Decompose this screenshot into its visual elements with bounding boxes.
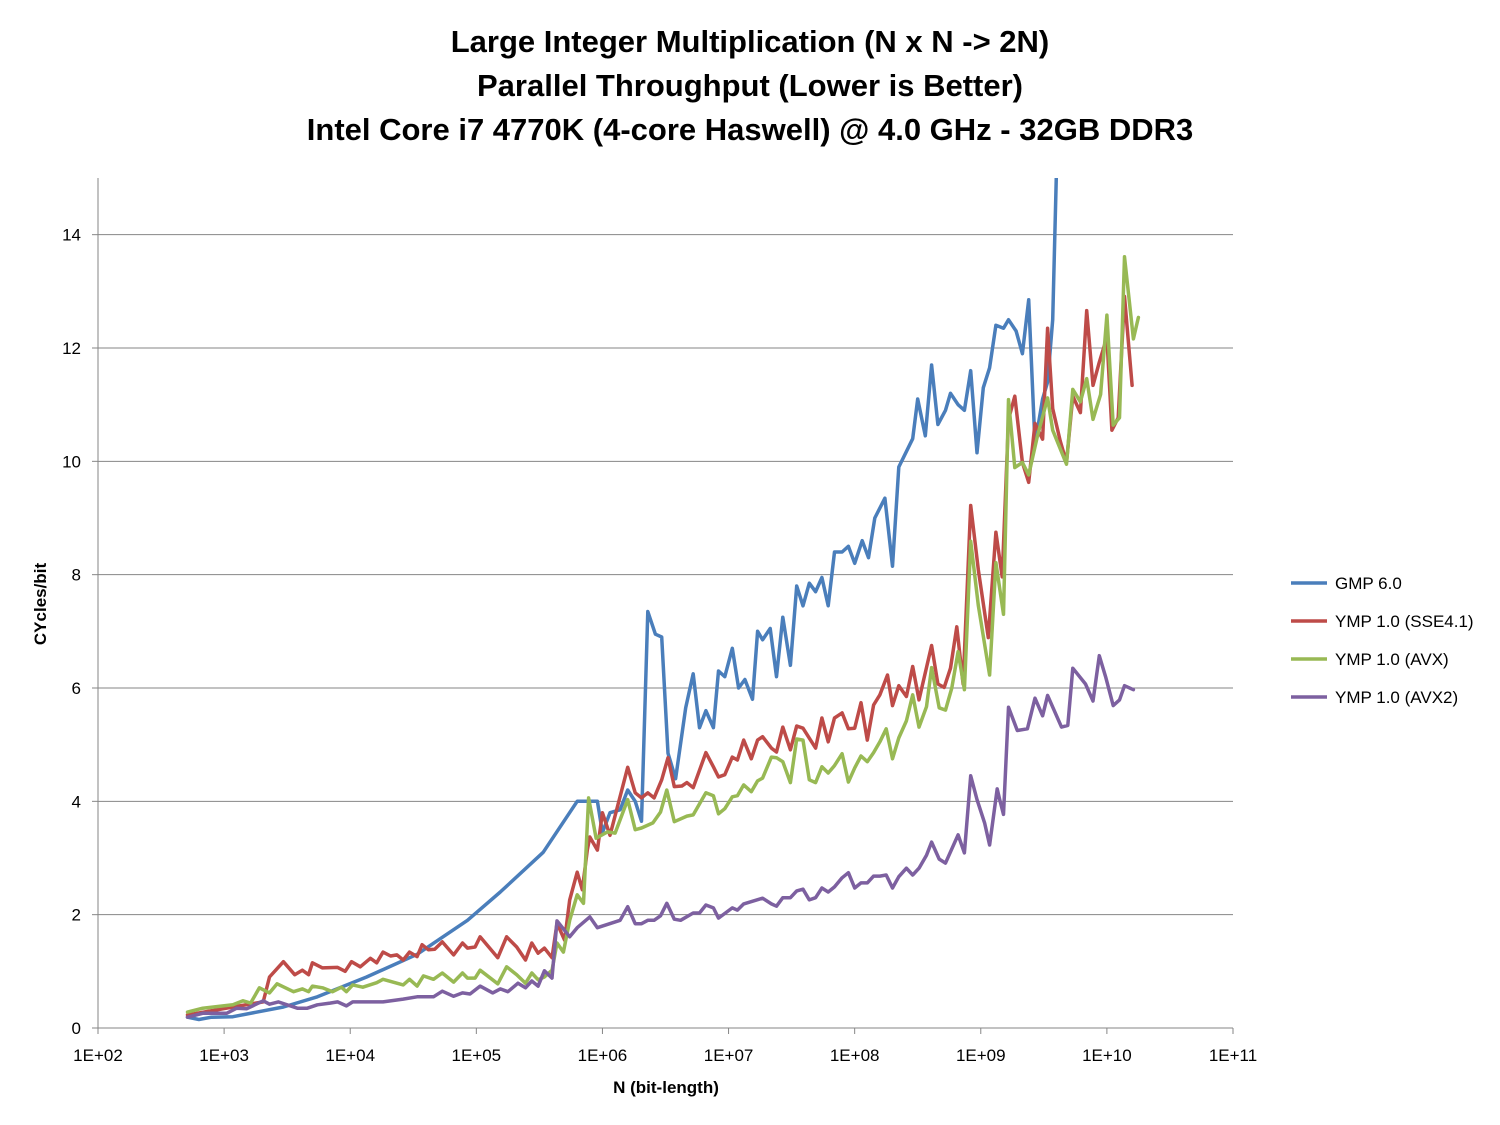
x-tick-label: 1E+09	[956, 1046, 1006, 1065]
legend-label: GMP 6.0	[1335, 574, 1402, 593]
x-tick-label: 1E+03	[199, 1046, 249, 1065]
legend-label: YMP 1.0 (AVX2)	[1335, 688, 1458, 707]
x-tick-label: 1E+06	[578, 1046, 628, 1065]
chart-title-line-3: Intel Core i7 4770K (4-core Haswell) @ 4…	[306, 112, 1194, 147]
x-axis-tick-labels: 1E+02 1E+03 1E+04 1E+05 1E+06 1E+07 1E+08 1E+09…	[73, 1046, 1257, 1065]
y-tick-label: 4	[72, 792, 81, 811]
legend-label: YMP 1.0 (AVX)	[1335, 650, 1449, 669]
legend-item: YMP 1.0 (AVX2)	[1291, 688, 1458, 707]
x-tick-label: 1E+08	[830, 1046, 880, 1065]
y-axis-title: CYcles/bit	[31, 563, 50, 646]
legend-label: YMP 1.0 (SSE4.1)	[1335, 612, 1474, 631]
y-tick-label: 6	[72, 679, 81, 698]
y-tick-label: 14	[62, 226, 81, 245]
x-tick-label: 1E+04	[325, 1046, 375, 1065]
series-lines	[185, 178, 1141, 1022]
y-axis-tick-labels: 0 2 4 6 8 10 12 14	[62, 226, 81, 1038]
series-line-3	[185, 653, 1136, 1019]
chart-title: Large Integer Multiplication (N x N -> 2…	[0, 20, 1500, 152]
series-line-0	[185, 178, 1059, 1022]
legend: GMP 6.0 YMP 1.0 (SSE4.1) YMP 1.0 (AVX) YMP …	[1291, 574, 1474, 707]
series-line-2	[185, 255, 1141, 1014]
legend-item: YMP 1.0 (SSE4.1)	[1291, 612, 1474, 631]
y-tick-label: 0	[72, 1019, 81, 1038]
y-tick-label: 2	[72, 906, 81, 925]
x-tick-label: 1E+05	[452, 1046, 502, 1065]
chart-title-line-1: Large Integer Multiplication (N x N -> 2…	[450, 24, 1050, 59]
y-tick-label: 8	[72, 566, 81, 585]
x-tick-label: 1E+10	[1082, 1046, 1132, 1065]
legend-item: GMP 6.0	[1291, 574, 1402, 593]
y-tick-label: 12	[62, 339, 81, 358]
y-tick-label: 10	[62, 452, 81, 471]
legend-item: YMP 1.0 (AVX)	[1291, 650, 1449, 669]
x-tick-label: 1E+02	[73, 1046, 123, 1065]
x-tick-label: 1E+11	[1209, 1046, 1257, 1065]
x-tick-label: 1E+07	[704, 1046, 754, 1065]
series-line-1	[185, 294, 1134, 1017]
x-axis-title: N (bit-length)	[613, 1078, 719, 1097]
chart-title-line-2: Parallel Throughput (Lower is Better)	[477, 68, 1023, 103]
gridlines	[92, 234, 1234, 1034]
